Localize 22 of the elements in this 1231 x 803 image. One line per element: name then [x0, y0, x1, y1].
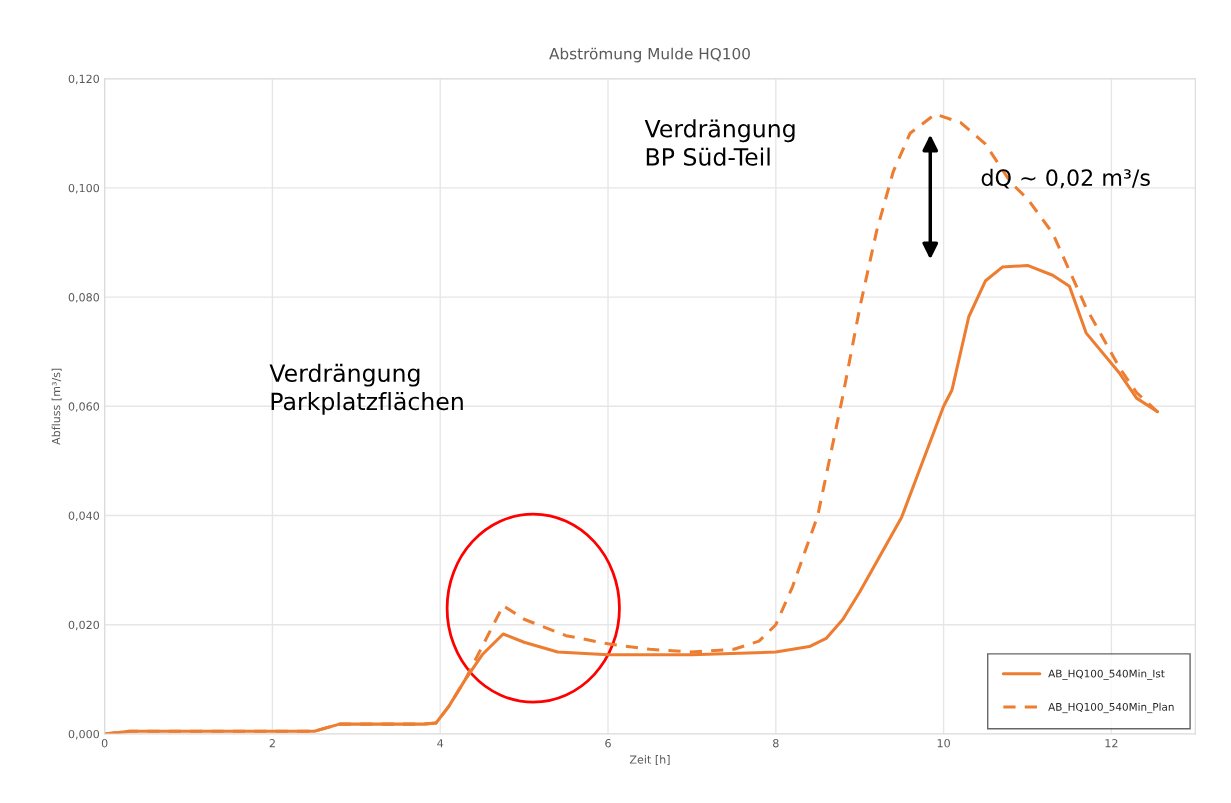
y-tick-label: 0,120 [68, 74, 100, 85]
y-axis-title: Abfluss [m³/s] [51, 368, 62, 445]
x-tick-label: 6 [605, 739, 611, 748]
y-tick-label: 0,020 [68, 620, 100, 631]
x-tick-label: 0 [101, 739, 108, 748]
x-tick-label: 10 [937, 739, 950, 748]
y-tick-label: 0,000 [68, 729, 100, 740]
x-tick-label: 12 [1105, 739, 1118, 748]
y-tick-label: 0,040 [68, 511, 100, 522]
legend-label: AB_HQ100_540Min_Plan [1048, 702, 1174, 714]
x-tick-label: 4 [437, 739, 444, 748]
legend-label: AB_HQ100_540Min_Ist [1048, 669, 1165, 680]
chart-title: Abströmung Mulde HQ100 [549, 47, 750, 63]
y-tick-label: 0,100 [68, 183, 100, 194]
x-axis-title: Zeit [h] [629, 755, 670, 766]
annotation: dQ ~ 0,02 m³/s [981, 168, 1150, 189]
annotation: Verdrängung Parkplatzflächen [269, 363, 463, 415]
annotation: Verdrängung BP Süd-Teil [644, 119, 795, 166]
y-tick-label: 0,060 [68, 402, 100, 412]
y-tick-label: 0,080 [68, 293, 100, 303]
x-tick-label: 8 [773, 739, 779, 748]
x-tick-label: 2 [269, 739, 275, 748]
